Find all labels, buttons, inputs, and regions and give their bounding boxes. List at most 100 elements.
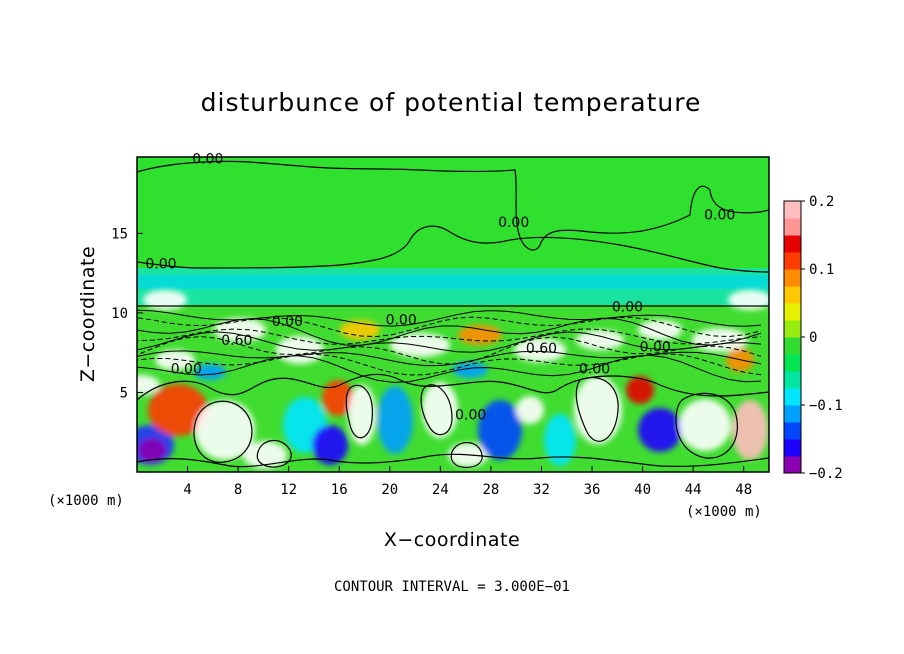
contour-wave-low bbox=[137, 373, 769, 401]
dense-contour-line bbox=[137, 336, 762, 365]
x-unit-left: (×1000 m) bbox=[48, 493, 124, 509]
colorbar-swatch bbox=[784, 439, 801, 457]
anomaly-cell bbox=[452, 362, 488, 378]
colorbar-swatch bbox=[784, 422, 801, 440]
anomaly-cell bbox=[458, 325, 502, 345]
x-tick-label: 40 bbox=[634, 482, 651, 498]
x-tick-label: 12 bbox=[280, 482, 297, 498]
colorbar-swatch bbox=[784, 303, 801, 321]
anomaly-cell bbox=[626, 376, 654, 404]
contour-value-label: 0.00 bbox=[455, 408, 486, 424]
y-axis: 5 10 15 bbox=[111, 226, 143, 401]
colorbar-swatch bbox=[784, 388, 801, 406]
x-tick-label: 4 bbox=[183, 482, 191, 498]
dense-contour-line bbox=[137, 350, 762, 367]
dense-contour-line bbox=[137, 309, 762, 327]
colorbar-swatch bbox=[784, 252, 801, 270]
contour-cell-f bbox=[575, 376, 619, 442]
colorbar: 0.2 0.1 0 −0.1 −0.2 bbox=[783, 194, 843, 482]
y-tick-label: 15 bbox=[111, 226, 128, 242]
colorbar-swatch bbox=[784, 337, 801, 355]
contour-value-label: 0.00 bbox=[145, 257, 176, 273]
y-axis-label: Z−coordinate bbox=[77, 246, 99, 382]
colorbar-swatch bbox=[784, 354, 801, 372]
stratosphere-field bbox=[137, 157, 769, 277]
contour-zero-mid bbox=[137, 225, 769, 273]
colorbar-tick-label: −0.2 bbox=[809, 466, 843, 482]
anomaly-cell bbox=[728, 290, 769, 310]
contour-cell-c bbox=[345, 384, 373, 439]
contour-label-layer: 0.00 0.00 0.00 0.00 0.00 0.00 0.00 0.60 0.00 0.00… bbox=[145, 152, 735, 424]
anomaly-cell bbox=[422, 382, 458, 438]
contour-value-label: 0.00 bbox=[640, 339, 671, 355]
anomaly-cell bbox=[214, 318, 266, 342]
anomaly-cell bbox=[679, 399, 731, 451]
contour-interval-note: CONTOUR INTERVAL = 3.000E−01 bbox=[334, 579, 570, 595]
x-tick-label: 24 bbox=[432, 482, 449, 498]
colorbar-swatch bbox=[784, 405, 801, 423]
anomaly-cell bbox=[638, 408, 682, 452]
colorbar-swatch bbox=[784, 235, 801, 253]
anomaly-cell bbox=[478, 400, 522, 460]
anomaly-cell bbox=[574, 376, 622, 444]
contour-value-label: 0.00 bbox=[704, 207, 735, 223]
anomaly-cell bbox=[195, 400, 255, 460]
anomaly-cell bbox=[138, 438, 166, 462]
anomaly-cell bbox=[544, 414, 576, 466]
colorbar-swatch bbox=[784, 218, 801, 236]
field-layer bbox=[137, 157, 769, 472]
x-tick-label: 32 bbox=[533, 482, 550, 498]
contour-value-label: 0.00 bbox=[386, 312, 417, 328]
dense-contour-line bbox=[137, 354, 762, 383]
dense-contour-line bbox=[137, 331, 762, 353]
y-tick-label: 5 bbox=[120, 385, 128, 401]
dense-contour-line bbox=[137, 316, 762, 338]
anomaly-cell bbox=[390, 333, 450, 357]
x-tick-label: 28 bbox=[482, 482, 499, 498]
anomaly-cell bbox=[638, 320, 682, 340]
colorbar-tick-label: −0.1 bbox=[809, 398, 843, 414]
colorbar-swatch bbox=[784, 371, 801, 389]
colorbar-swatch bbox=[784, 286, 801, 304]
x-tick-label: 36 bbox=[584, 482, 601, 498]
colorbar-tick-label: 0.2 bbox=[809, 194, 834, 210]
contour-lines bbox=[137, 160, 769, 469]
anomaly-cell bbox=[137, 375, 160, 395]
colorbar-swatch bbox=[784, 320, 801, 338]
x-unit-right: (×1000 m) bbox=[686, 504, 762, 520]
y-tick-label: 10 bbox=[111, 306, 128, 322]
anomaly-cell bbox=[155, 350, 195, 370]
contour-value-label: 0.00 bbox=[171, 362, 202, 378]
contour-cell-d bbox=[420, 384, 453, 436]
x-tick-label: 16 bbox=[331, 482, 348, 498]
anomaly-cell bbox=[143, 290, 187, 310]
colorbar-tick-label: 0.1 bbox=[809, 262, 834, 278]
colorbar-swatch bbox=[784, 201, 801, 219]
x-tick-label: 48 bbox=[735, 482, 752, 498]
x-axis-label: X−coordinate bbox=[384, 529, 520, 551]
contour-wave-base bbox=[137, 453, 769, 468]
anomaly-cell bbox=[194, 364, 226, 380]
chart-title: disturbunce of potential temperature bbox=[201, 88, 702, 117]
anomaly-cell bbox=[243, 441, 287, 469]
colorbar-tick-label: 0 bbox=[809, 330, 817, 346]
contour-value-label: 0.00 bbox=[612, 300, 643, 316]
contour-value-label: 0.00 bbox=[272, 314, 303, 330]
contour-cell-b bbox=[256, 439, 292, 468]
anomaly-cell bbox=[732, 400, 768, 460]
anomaly-cell bbox=[514, 338, 566, 362]
contour-zero-upper bbox=[137, 160, 769, 251]
contour-cell-a bbox=[193, 400, 253, 463]
x-axis: 4 8 12 16 20 24 28 32 36 40 44 48 bbox=[183, 466, 752, 498]
dense-contour-line bbox=[137, 317, 762, 346]
x-tick-label: 8 bbox=[234, 482, 242, 498]
contour-value-label: 0.00 bbox=[579, 362, 610, 378]
anomaly-cell bbox=[516, 396, 544, 424]
contour-value-label: 0.60 bbox=[221, 333, 252, 349]
anomaly-cell bbox=[576, 330, 624, 350]
contour-cell-g bbox=[675, 392, 738, 459]
x-tick-label: 44 bbox=[685, 482, 702, 498]
anomaly-cell bbox=[148, 384, 208, 436]
contour-value-label: 0.00 bbox=[192, 152, 223, 168]
